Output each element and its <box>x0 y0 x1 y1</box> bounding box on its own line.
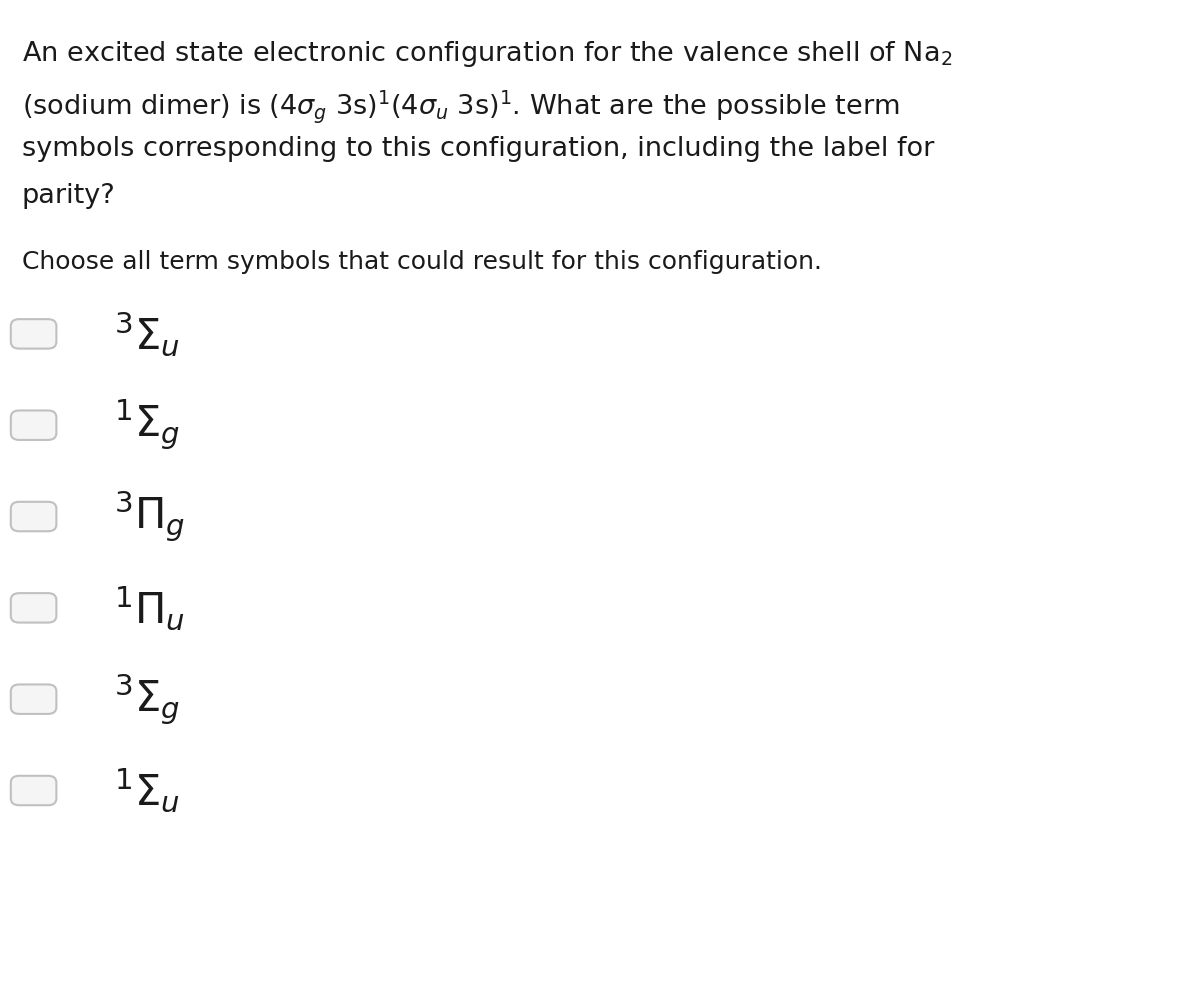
Text: $^{1}$Σ$_{\it u}$: $^{1}$Σ$_{\it u}$ <box>114 767 180 814</box>
Text: (sodium dimer) is (4$\sigma_g$ 3s)$^1$(4$\sigma_u$ 3s)$^1$. What are the possibl: (sodium dimer) is (4$\sigma_g$ 3s)$^1$(4… <box>22 88 899 125</box>
FancyBboxPatch shape <box>11 502 56 531</box>
FancyBboxPatch shape <box>11 593 56 623</box>
Text: $^{3}$Σ$_{\it g}$: $^{3}$Σ$_{\it g}$ <box>114 672 180 727</box>
Text: $^{3}$Σ$_{\it u}$: $^{3}$Σ$_{\it u}$ <box>114 309 180 358</box>
Text: parity?: parity? <box>22 183 115 208</box>
FancyBboxPatch shape <box>11 684 56 714</box>
Text: $^{1}$Π$_{\it u}$: $^{1}$Π$_{\it u}$ <box>114 584 185 631</box>
Text: $^{1}$Σ$_{\it g}$: $^{1}$Σ$_{\it g}$ <box>114 398 180 453</box>
Text: An excited state electronic configuration for the valence shell of Na$_2$: An excited state electronic configuratio… <box>22 39 952 70</box>
Text: $^{3}$Π$_{\it g}$: $^{3}$Π$_{\it g}$ <box>114 489 185 544</box>
FancyBboxPatch shape <box>11 776 56 805</box>
Text: Choose all term symbols that could result for this configuration.: Choose all term symbols that could resul… <box>22 250 822 274</box>
FancyBboxPatch shape <box>11 319 56 349</box>
FancyBboxPatch shape <box>11 410 56 440</box>
Text: symbols corresponding to this configuration, including the label for: symbols corresponding to this configurat… <box>22 136 934 161</box>
